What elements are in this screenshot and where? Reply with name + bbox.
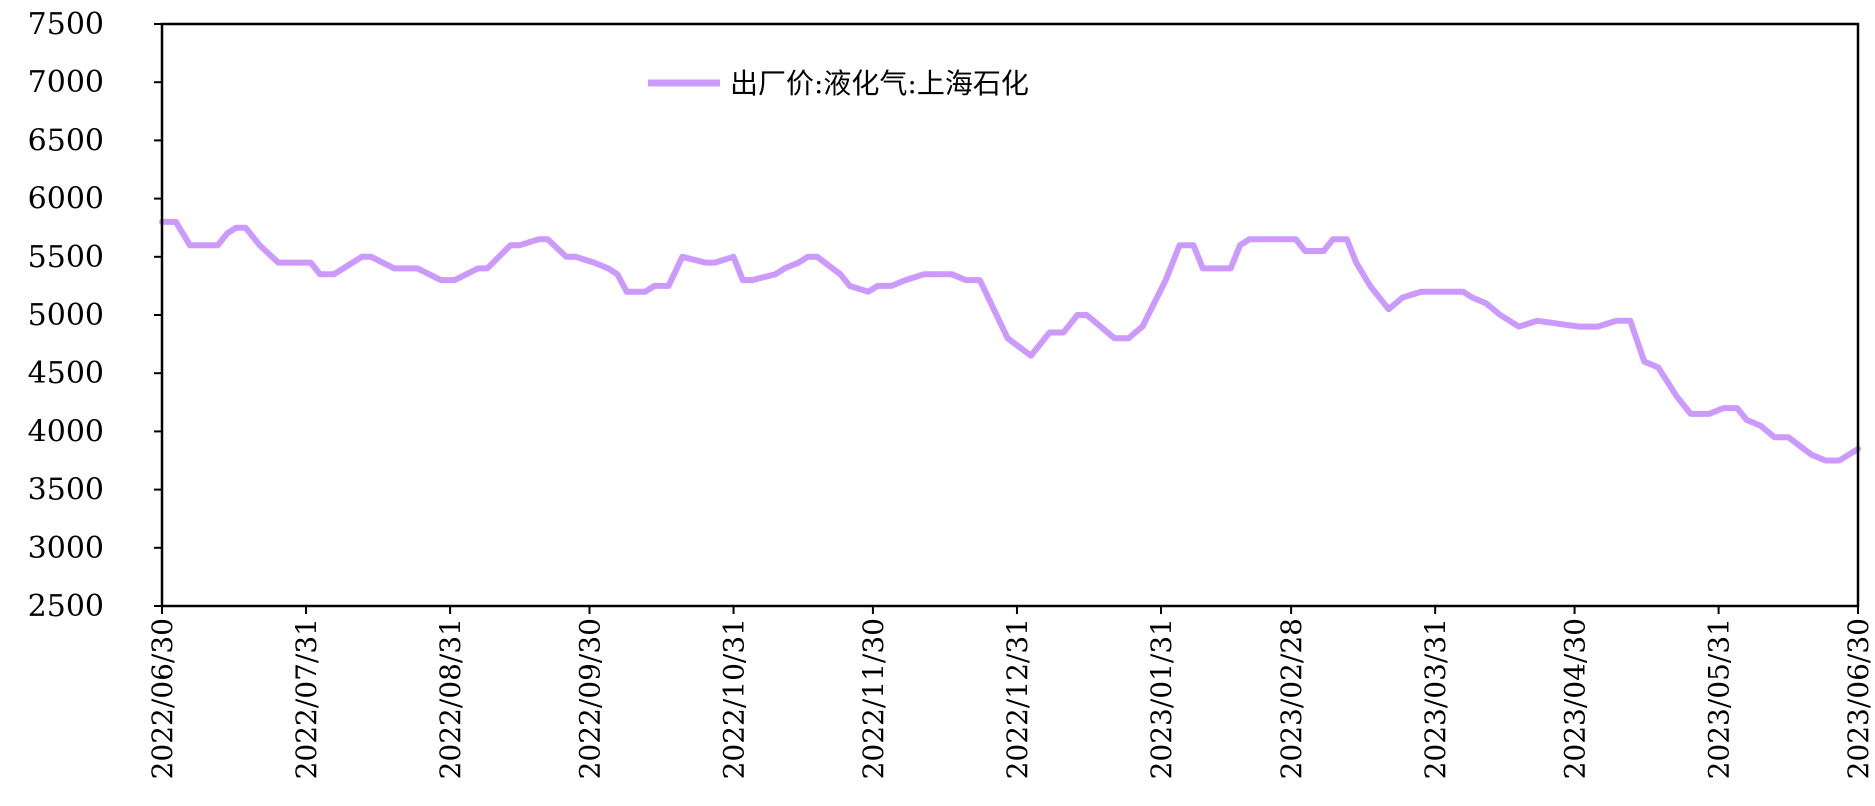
- y-tick-label: 6000: [28, 182, 104, 217]
- series-layer: [159, 218, 1861, 464]
- y-tick-label: 4000: [28, 414, 104, 449]
- x-tick-label: 2023/02/28: [1275, 618, 1308, 779]
- y-tick-label: 5000: [28, 298, 104, 333]
- x-tick-label: 2022/11/30: [857, 618, 890, 779]
- y-tick-label: 7000: [28, 65, 104, 100]
- x-axis-ticks: 2022/06/30 2022/07/31 2022/08/31 2022/09/30…: [146, 606, 1875, 779]
- y-tick-label: 7500: [28, 7, 104, 42]
- x-tick-label: 2023/01/31: [1145, 618, 1178, 779]
- legend-label: 出厂价:液化气:上海石化: [730, 67, 1029, 100]
- y-tick-label: 2500: [28, 589, 104, 624]
- y-tick-label: 3500: [28, 473, 104, 508]
- x-tick-label: 2023/06/30: [1842, 618, 1875, 779]
- x-tick-label: 2023/03/31: [1419, 618, 1452, 779]
- y-tick-label: 4500: [28, 356, 104, 391]
- y-tick-label: 5500: [28, 240, 104, 275]
- y-tick-label: 6500: [28, 123, 104, 158]
- y-axis-ticks: 2500 3000 3500 4000 4500 5000 5500 6000 6500 7000…: [28, 7, 162, 624]
- y-tick-label: 3000: [28, 531, 104, 566]
- legend: 出厂价:液化气:上海石化: [648, 67, 1029, 100]
- x-tick-label: 2023/05/31: [1703, 618, 1736, 779]
- x-tick-label: 2022/08/31: [434, 618, 467, 779]
- x-tick-label: 2022/12/31: [1001, 618, 1034, 779]
- x-tick-label: 2023/04/30: [1559, 618, 1592, 779]
- x-tick-label: 2022/10/31: [718, 618, 751, 779]
- plot-area-frame: [160, 22, 1860, 608]
- x-tick-label: 2022/06/30: [146, 618, 179, 779]
- series-line-lpg-price: [159, 218, 1861, 464]
- x-tick-label: 2022/09/30: [573, 618, 606, 779]
- x-tick-label: 2022/07/31: [290, 618, 323, 779]
